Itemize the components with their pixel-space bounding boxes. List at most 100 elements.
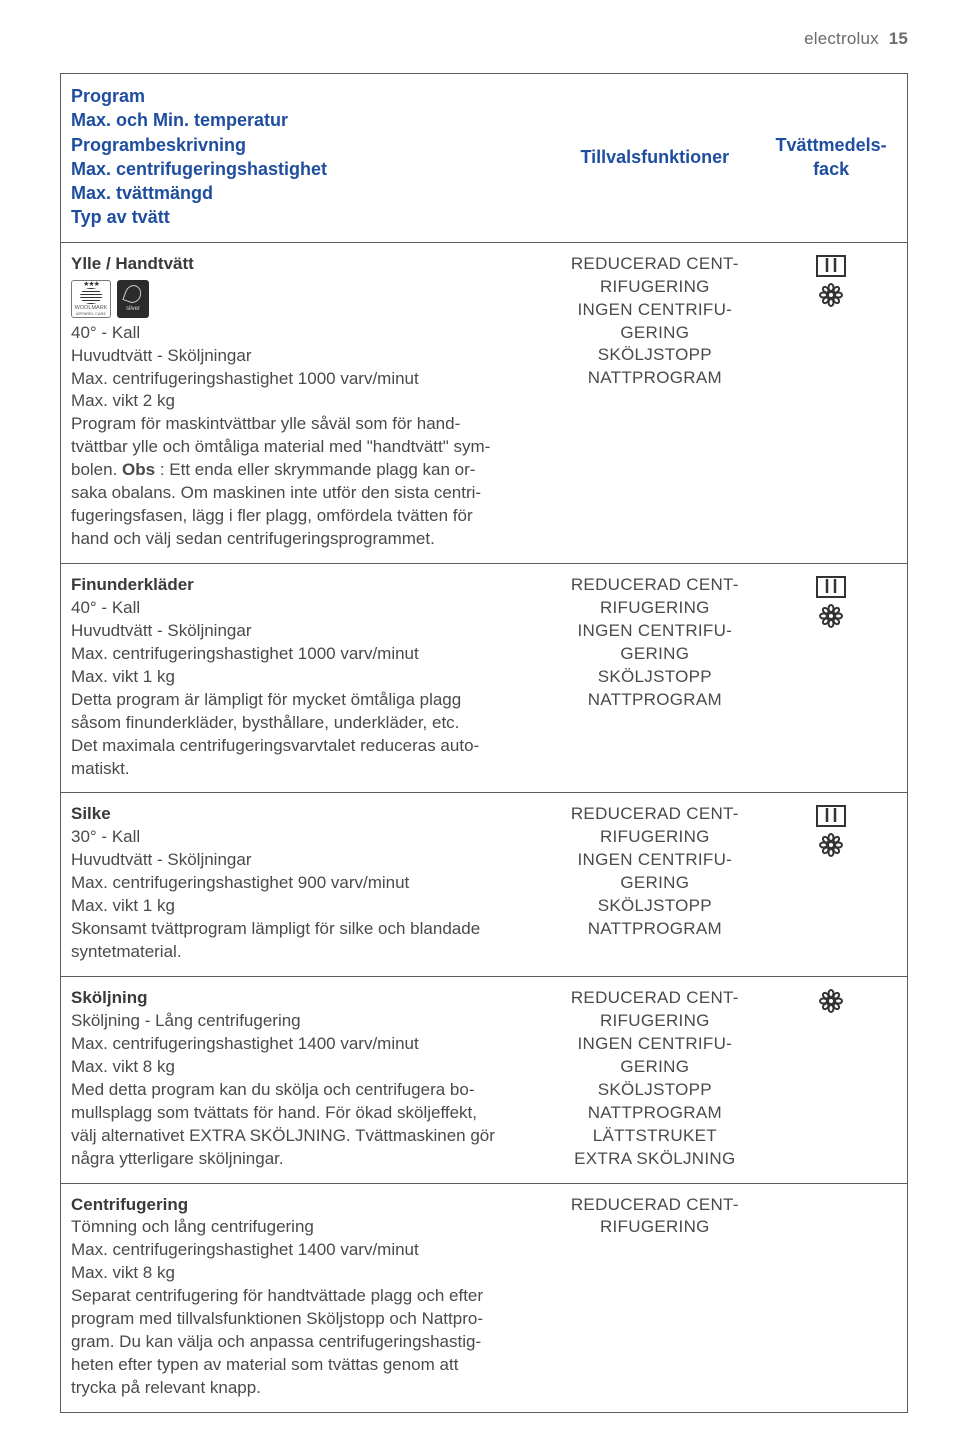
- opt-line: SKÖLJSTOPP: [564, 344, 745, 367]
- prog-cell: Centrifugering Tömning och lång centrifu…: [61, 1183, 555, 1412]
- options-cell: REDUCERAD CENT- RIFUGERING INGEN CENTRIF…: [554, 793, 755, 977]
- hdr-line: Max. tvättmängd: [71, 181, 544, 205]
- opt-line: REDUCERAD CENT-: [564, 803, 745, 826]
- hdr-line: Max. och Min. temperatur: [71, 108, 544, 132]
- prog-speed: Max. centrifugeringshastighet 1000 varv/…: [71, 643, 544, 666]
- opt-line: INGEN CENTRIFU-: [564, 620, 745, 643]
- prog-desc: heten efter typen av material som tvätta…: [71, 1354, 544, 1377]
- prog-cell: Finunderkläder 40° - Kall Huvudtvätt - S…: [61, 564, 555, 793]
- hdr-line: Max. centrifugeringshastighet: [71, 157, 544, 181]
- woolmark-icon: ★★★ WOOLMARK APPAREL CARE: [71, 280, 111, 318]
- prog-desc: saka obalans. Om maskinen inte utför den…: [71, 482, 544, 505]
- opt-line: REDUCERAD CENT-: [564, 1194, 745, 1217]
- detergent-compartment-icon: [816, 576, 846, 598]
- prog-desc: syntetmaterial.: [71, 941, 544, 964]
- hdr-line: Program: [71, 84, 544, 108]
- compartment-cell: [755, 242, 907, 563]
- obs-label: Obs: [122, 460, 155, 479]
- silver-icon: silver: [117, 280, 149, 318]
- hdr-line: Programbeskrivning: [71, 133, 544, 157]
- opt-line: RIFUGERING: [564, 1216, 745, 1239]
- opt-line: GERING: [564, 1056, 745, 1079]
- program-table: Program Max. och Min. temperatur Program…: [60, 73, 908, 1413]
- softener-flower-icon: [819, 604, 843, 628]
- prog-title: Sköljning: [71, 987, 544, 1010]
- prog-title: Centrifugering: [71, 1194, 544, 1217]
- prog-desc: såsom finunderkläder, bysthållare, under…: [71, 712, 544, 735]
- prog-desc: Detta program är lämpligt för mycket ömt…: [71, 689, 544, 712]
- compartment-cell: [755, 977, 907, 1184]
- prog-desc: gram. Du kan välja och anpassa centrifug…: [71, 1331, 544, 1354]
- opt-line: GERING: [564, 643, 745, 666]
- opt-line: LÄTTSTRUKET: [564, 1125, 745, 1148]
- prog-speed: Max. centrifugeringshastighet 900 varv/m…: [71, 872, 544, 895]
- hdr-line: fack: [765, 157, 897, 181]
- options-cell: REDUCERAD CENT- RIFUGERING: [554, 1183, 755, 1412]
- opt-line: REDUCERAD CENT-: [564, 253, 745, 276]
- hdr-line: Tvättmedels-: [765, 133, 897, 157]
- prog-desc: hand och välj sedan centrifugeringsprogr…: [71, 528, 544, 551]
- row-ylle: Ylle / Handtvätt ★★★ WOOLMARK APPAREL CA…: [61, 242, 908, 563]
- options-cell: REDUCERAD CENT- RIFUGERING INGEN CENTRIF…: [554, 242, 755, 563]
- prog-cell: Ylle / Handtvätt ★★★ WOOLMARK APPAREL CA…: [61, 242, 555, 563]
- compartment-cell: [755, 564, 907, 793]
- opt-line: RIFUGERING: [564, 276, 745, 299]
- header-program: Program Max. och Min. temperatur Program…: [61, 73, 555, 242]
- opt-line: RIFUGERING: [564, 826, 745, 849]
- prog-weight: Max. vikt 8 kg: [71, 1056, 544, 1079]
- prog-title: Silke: [71, 803, 544, 826]
- prog-wash: Huvudtvätt - Sköljningar: [71, 849, 544, 872]
- table-header-row: Program Max. och Min. temperatur Program…: [61, 73, 908, 242]
- prog-desc: fugeringsfasen, lägg i fler plagg, omför…: [71, 505, 544, 528]
- prog-cell: Sköljning Sköljning - Lång centrifugerin…: [61, 977, 555, 1184]
- opt-line: NATTPROGRAM: [564, 367, 745, 390]
- opt-line: REDUCERAD CENT-: [564, 987, 745, 1010]
- prog-desc: matiskt.: [71, 758, 544, 781]
- prog-desc: mullsplagg som tvättats för hand. För ök…: [71, 1102, 544, 1125]
- prog-wash: Huvudtvätt - Sköljningar: [71, 345, 544, 368]
- opt-line: RIFUGERING: [564, 1010, 745, 1033]
- opt-line: NATTPROGRAM: [564, 918, 745, 941]
- prog-weight: Max. vikt 1 kg: [71, 666, 544, 689]
- row-silke: Silke 30° - Kall Huvudtvätt - Sköljninga…: [61, 793, 908, 977]
- prog-weight: Max. vikt 2 kg: [71, 390, 544, 413]
- opt-line: GERING: [564, 322, 745, 345]
- prog-weight: Max. vikt 8 kg: [71, 1262, 544, 1285]
- prog-desc: Separat centrifugering för handtvättade …: [71, 1285, 544, 1308]
- opt-line: INGEN CENTRIFU-: [564, 849, 745, 872]
- opt-line: REDUCERAD CENT-: [564, 574, 745, 597]
- prog-desc: Program för maskintvättbar ylle såväl so…: [71, 413, 544, 436]
- prog-speed: Max. centrifugeringshastighet 1400 varv/…: [71, 1033, 544, 1056]
- prog-cell: Silke 30° - Kall Huvudtvätt - Sköljninga…: [61, 793, 555, 977]
- opt-line: GERING: [564, 872, 745, 895]
- prog-desc: välj alternativet EXTRA SKÖLJNING. Tvätt…: [71, 1125, 544, 1148]
- options-cell: REDUCERAD CENT- RIFUGERING INGEN CENTRIF…: [554, 977, 755, 1184]
- certification-logos: ★★★ WOOLMARK APPAREL CARE silver: [71, 280, 544, 318]
- compartment-cell: [755, 1183, 907, 1412]
- prog-desc: program med tillvalsfunktionen Sköljstop…: [71, 1308, 544, 1331]
- header-compartment: Tvättmedels- fack: [755, 73, 907, 242]
- page-number: 15: [889, 29, 908, 48]
- compartment-cell: [755, 793, 907, 977]
- opt-line: NATTPROGRAM: [564, 689, 745, 712]
- opt-line: INGEN CENTRIFU-: [564, 299, 745, 322]
- prog-speed: Max. centrifugeringshastighet 1400 varv/…: [71, 1239, 544, 1262]
- opt-line: SKÖLJSTOPP: [564, 666, 745, 689]
- row-centrifugering: Centrifugering Tömning och lång centrifu…: [61, 1183, 908, 1412]
- opt-line: RIFUGERING: [564, 597, 745, 620]
- prog-desc: Skonsamt tvättprogram lämpligt för silke…: [71, 918, 544, 941]
- prog-desc: bolen. Obs : Ett enda eller skrymmande p…: [71, 459, 544, 482]
- prog-temp: 40° - Kall: [71, 597, 544, 620]
- row-finunderklader: Finunderkläder 40° - Kall Huvudtvätt - S…: [61, 564, 908, 793]
- hdr-line: Tillvalsfunktioner: [564, 145, 745, 169]
- detergent-compartment-icon: [816, 255, 846, 277]
- opt-line: NATTPROGRAM: [564, 1102, 745, 1125]
- softener-flower-icon: [819, 283, 843, 307]
- prog-title: Finunderkläder: [71, 574, 544, 597]
- prog-wash: Huvudtvätt - Sköljningar: [71, 620, 544, 643]
- prog-desc: Det maximala centrifugeringsvarvtalet re…: [71, 735, 544, 758]
- brand-label: electrolux: [804, 29, 879, 48]
- page: electrolux 15 Program Max. och Min. temp…: [0, 0, 960, 1453]
- prog-desc: några ytterligare sköljningar.: [71, 1148, 544, 1171]
- prog-temp: 30° - Kall: [71, 826, 544, 849]
